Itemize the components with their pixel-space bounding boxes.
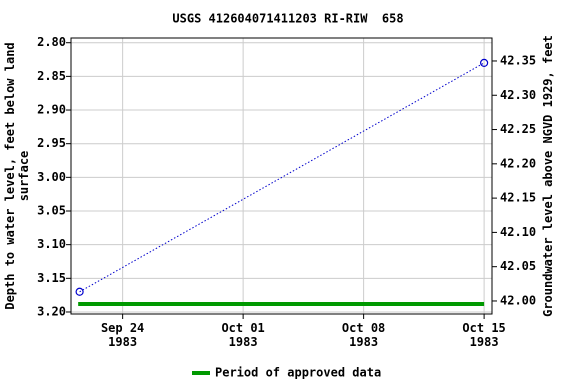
y2-tick-label: 42.25 bbox=[500, 122, 536, 136]
y-tick-label: 2.95 bbox=[37, 136, 66, 150]
y2-tick-label: 42.30 bbox=[500, 88, 536, 102]
y-tick-label: 3.00 bbox=[37, 170, 66, 184]
y2-tick-label: 42.00 bbox=[500, 293, 536, 307]
y-tick-label: 3.15 bbox=[37, 271, 66, 285]
y-tick-label: 2.90 bbox=[37, 103, 66, 117]
y-tick-label: 2.80 bbox=[37, 35, 66, 49]
y-tick-label: 3.05 bbox=[37, 204, 66, 218]
legend-label: Period of approved data bbox=[215, 366, 381, 380]
x-tick-label: Oct 01 1983 bbox=[221, 321, 265, 349]
plot-frame bbox=[70, 37, 493, 315]
y2-tick-label: 42.35 bbox=[500, 53, 536, 67]
x-tick-label: Oct 15 1983 bbox=[462, 321, 506, 349]
x-tick-label: Sep 24 1983 bbox=[100, 321, 145, 349]
y-tick-label: 3.10 bbox=[37, 237, 66, 251]
y2-tick-label: 42.05 bbox=[500, 259, 536, 273]
y-tick-label: 2.85 bbox=[37, 69, 66, 83]
data-point bbox=[480, 58, 489, 68]
chart-title: USGS 412604071411203 RI-RIW 658 bbox=[172, 12, 403, 26]
y2-tick-label: 42.10 bbox=[500, 225, 536, 239]
x-tick-label: Oct 08 1983 bbox=[341, 321, 386, 349]
y2-axis-label: Groundwater level above NGVD 1929, feet bbox=[541, 35, 555, 317]
y2-tick-label: 42.20 bbox=[500, 156, 536, 170]
y2-tick-label: 42.15 bbox=[500, 191, 536, 205]
y-tick-label: 3.20 bbox=[37, 304, 66, 318]
series-line bbox=[79, 62, 485, 293]
data-point bbox=[75, 287, 84, 296]
y-axis-label: Depth to water level, feet below land su… bbox=[3, 42, 31, 310]
